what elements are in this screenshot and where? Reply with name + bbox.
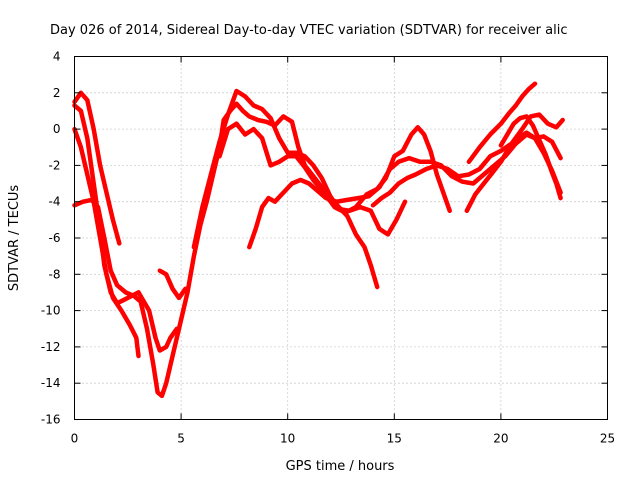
series-track-12 xyxy=(498,114,563,201)
series-track-9 xyxy=(370,112,565,208)
series-track-8 xyxy=(247,132,563,250)
y-tick-label: -4 xyxy=(49,195,61,209)
axis-ticks xyxy=(74,56,608,420)
y-tick-labels: -16 -14 -12 -10 -8 -6 -4 -2 0 2 4 xyxy=(41,50,61,427)
series-track-11 xyxy=(464,130,563,214)
y-tick-label: -6 xyxy=(49,231,61,245)
y-tick-label: -16 xyxy=(41,413,61,427)
y-tick-label: -8 xyxy=(49,267,61,281)
y-tick-label: -12 xyxy=(41,340,61,354)
y-tick-label: 2 xyxy=(53,86,61,100)
x-tick-label: 0 xyxy=(71,432,79,446)
x-tick-label: 20 xyxy=(493,432,508,446)
y-tick-label: -2 xyxy=(49,158,61,172)
x-tick-labels: 0 5 10 15 20 25 xyxy=(71,432,615,446)
series-track-6 xyxy=(191,88,408,250)
series-track-1 xyxy=(72,90,122,246)
series-track-7 xyxy=(217,121,452,215)
x-axis-label: GPS time / hours xyxy=(286,459,395,474)
series-track-10 xyxy=(466,81,538,165)
series-layer xyxy=(72,81,565,399)
y-axis-label: SDTVAR / TECUs xyxy=(7,185,22,292)
y-tick-label: -14 xyxy=(41,376,61,390)
chart-title: Day 026 of 2014, Sidereal Day-to-day VTE… xyxy=(50,23,567,38)
series-track-4 xyxy=(72,101,380,399)
x-tick-label: 5 xyxy=(177,432,185,446)
x-tick-label: 25 xyxy=(600,432,615,446)
y-tick-label: 4 xyxy=(53,50,61,64)
x-tick-label: 15 xyxy=(387,432,402,446)
y-tick-label: 0 xyxy=(53,122,61,136)
series-track-3 xyxy=(72,103,180,353)
x-tick-label: 10 xyxy=(280,432,295,446)
series-track-5 xyxy=(157,268,188,301)
y-tick-label: -10 xyxy=(41,304,61,318)
